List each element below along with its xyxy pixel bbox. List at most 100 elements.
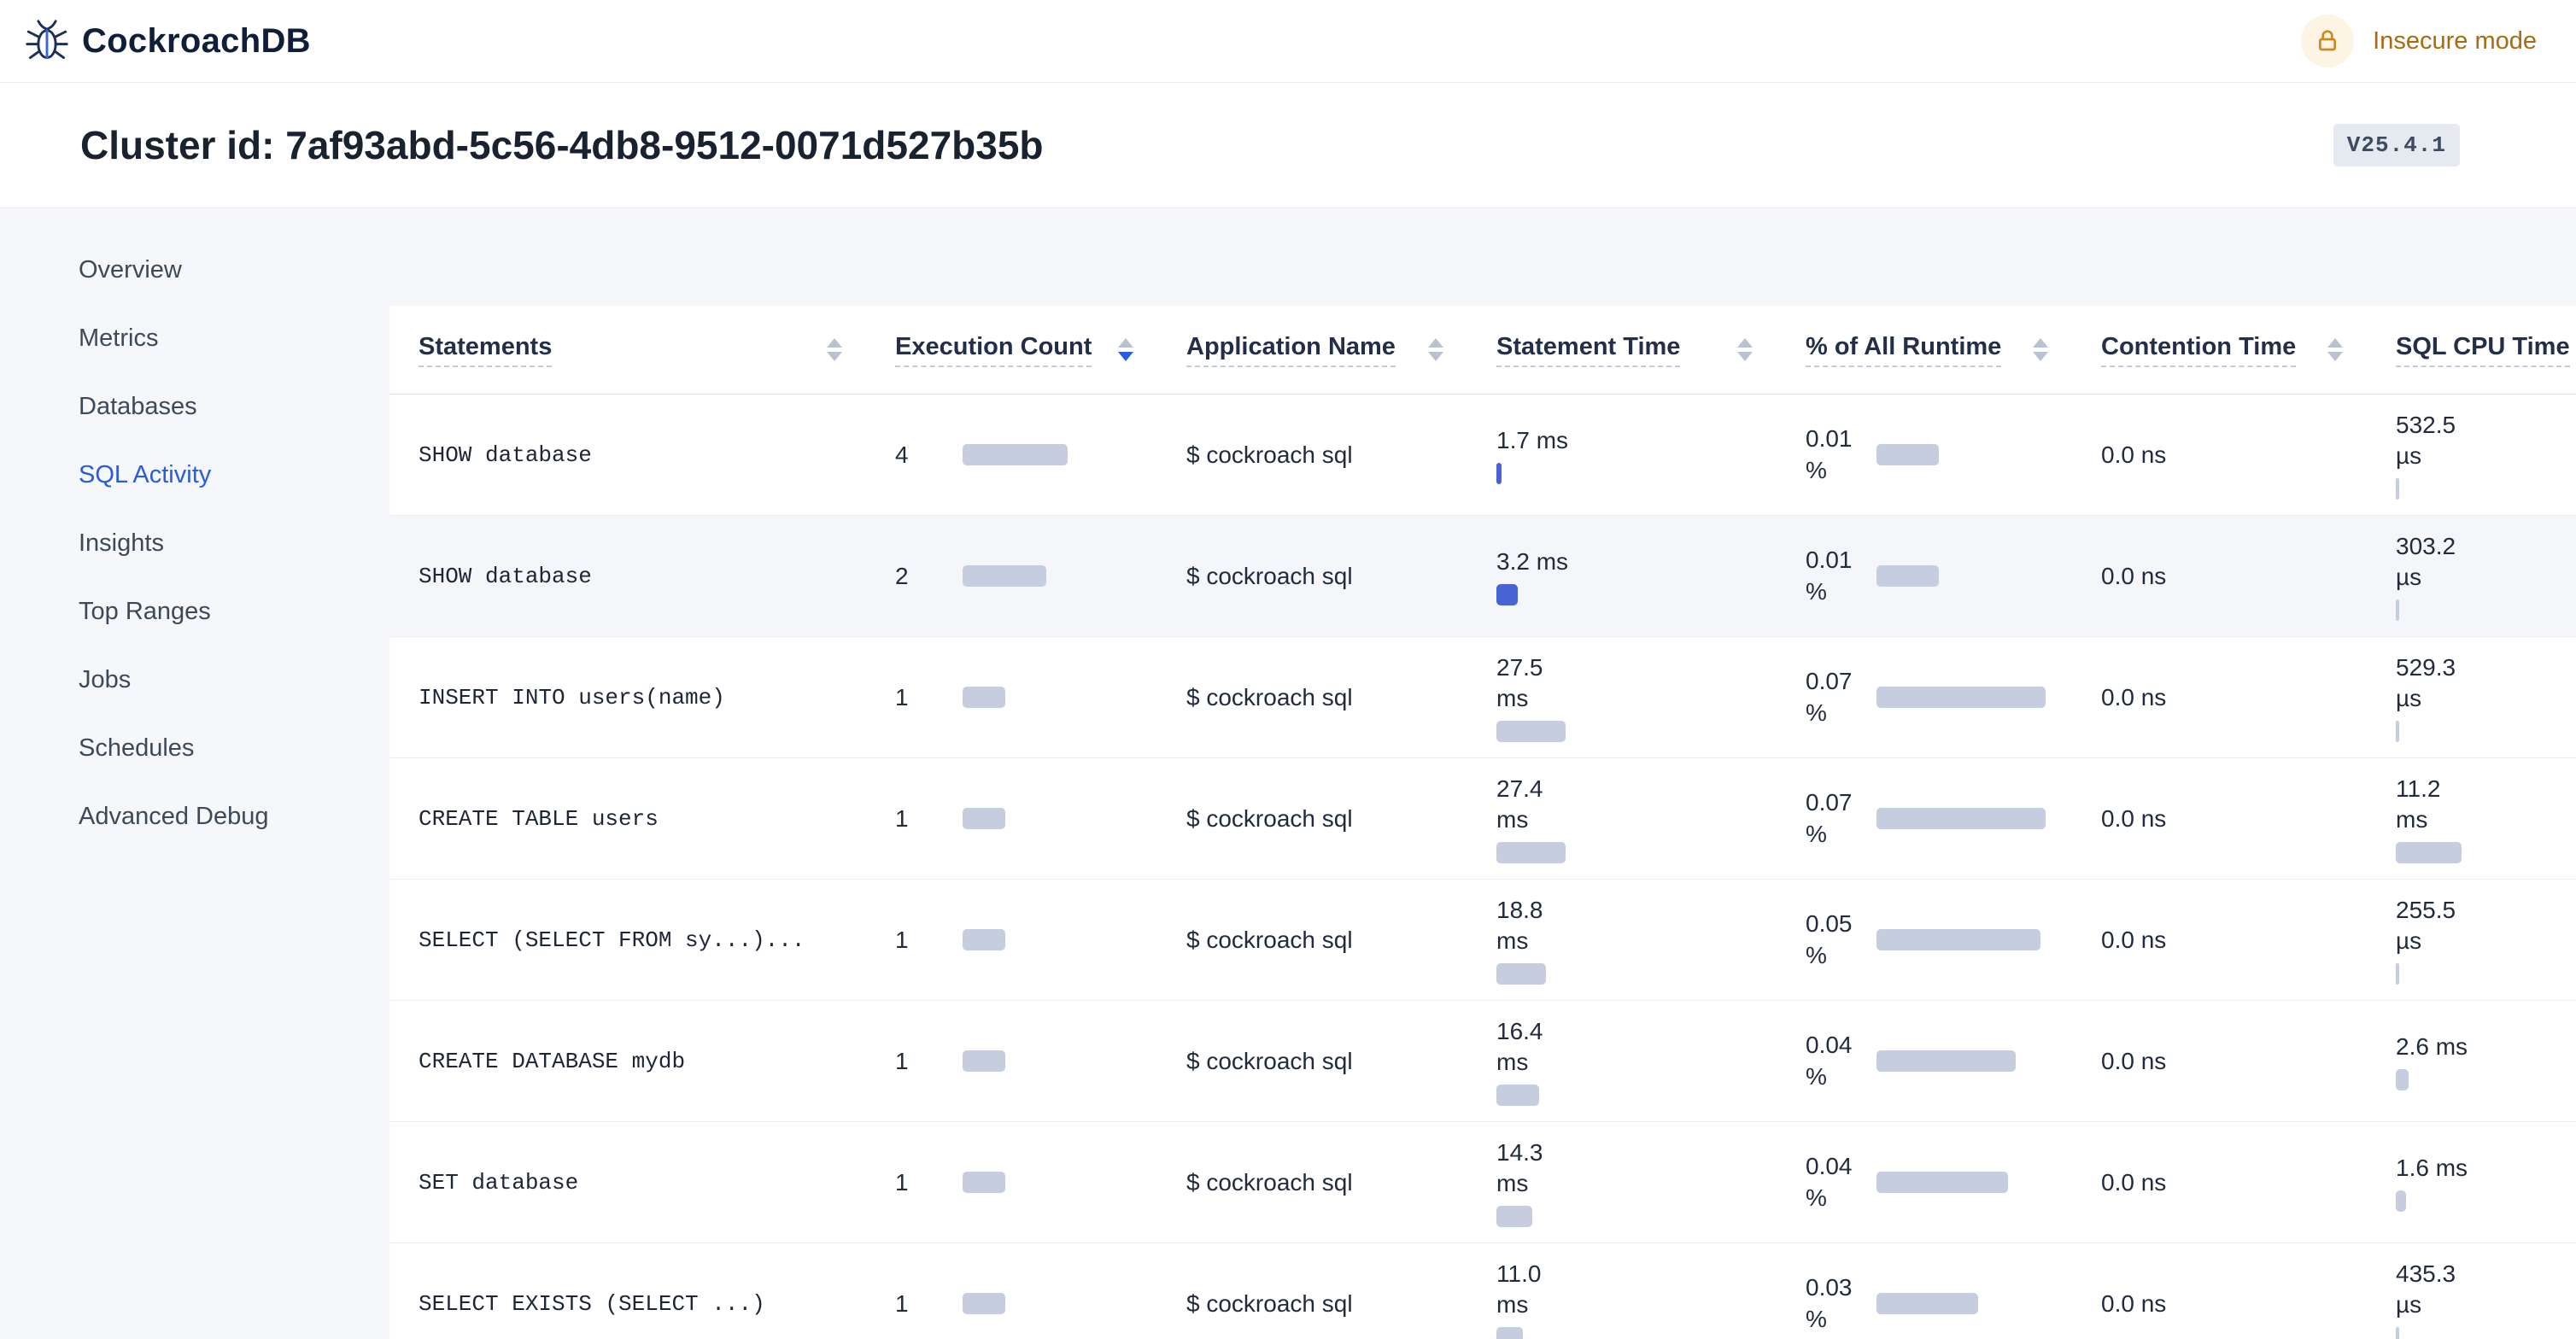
sql-cpu-bar — [2396, 1069, 2409, 1091]
sql-cpu-value: 11.2 ms — [2396, 775, 2441, 833]
table-row[interactable]: SELECT (SELECT FROM sy...)... 1 $ cockro… — [389, 880, 2576, 1001]
sql-cpu-bar — [2396, 1327, 2399, 1339]
runtime-pct-bar — [1876, 687, 2046, 708]
contention-time-value: 0.0 ns — [2101, 804, 2167, 832]
sidebar-item-schedules[interactable]: Schedules — [0, 714, 373, 782]
sort-desc-arrow — [2327, 352, 2343, 361]
column-header-label[interactable]: Contention Time — [2101, 333, 2297, 367]
table-row[interactable]: SELECT EXISTS (SELECT ...) 1 $ cockroach… — [389, 1243, 2576, 1339]
statement-cell: SHOW database — [389, 442, 866, 468]
statement-time-bar — [1496, 584, 1518, 606]
sort-desc-arrow — [2033, 352, 2048, 361]
column-header-statement-time[interactable]: Statement Time — [1467, 333, 1777, 367]
execution-count-value: 1 — [895, 1168, 909, 1196]
table-row[interactable]: SHOW database 4 $ cockroach sql 1.7 ms 0… — [389, 395, 2576, 516]
sidebar-item-top-ranges[interactable]: Top Ranges — [0, 577, 373, 646]
statement-text: SELECT EXISTS (SELECT ...) — [419, 1290, 765, 1317]
sql-cpu-value: 532.5 µs — [2396, 411, 2456, 469]
execution-count-cell: 1 — [866, 1290, 1157, 1318]
sort-desc-arrow — [827, 352, 842, 361]
runtime-pct-cell: 0.01 % — [1777, 424, 2072, 486]
sidebar-item-databases[interactable]: Databases — [0, 372, 373, 441]
column-header-statements[interactable]: Statements — [389, 333, 866, 367]
sql-cpu-bar — [2396, 1190, 2406, 1213]
sql-cpu-cell: 1.6 ms — [2367, 1153, 2576, 1213]
sort-icon[interactable] — [1118, 338, 1133, 361]
column-header-label[interactable]: Application Name — [1186, 333, 1396, 367]
column-header-sql-cpu-time[interactable]: SQL CPU Time — [2367, 333, 2576, 367]
runtime-pct-value: 0.07 % — [1806, 668, 1853, 726]
column-header-label[interactable]: Statement Time — [1496, 333, 1681, 367]
table-row[interactable]: CREATE DATABASE mydb 1 $ cockroach sql 1… — [389, 1001, 2576, 1122]
sql-cpu-cell: 2.6 ms — [2367, 1032, 2576, 1091]
contention-time-value: 0.0 ns — [2101, 926, 2167, 953]
runtime-pct-value: 0.03 % — [1806, 1274, 1853, 1332]
statement-text: SHOW database — [419, 441, 592, 468]
table-row[interactable]: SET database 1 $ cockroach sql 14.3 ms 0… — [389, 1122, 2576, 1243]
statement-cell: SET database — [389, 1170, 866, 1196]
column-header-contention-time[interactable]: Contention Time — [2072, 333, 2367, 367]
sort-asc-arrow — [2033, 338, 2048, 348]
runtime-pct-bar — [1876, 808, 2046, 829]
column-header-label[interactable]: % of All Runtime — [1806, 333, 2002, 367]
execution-count-cell: 4 — [866, 441, 1157, 469]
runtime-pct-value: 0.05 % — [1806, 910, 1853, 968]
column-header-label[interactable]: Statements — [419, 333, 553, 367]
runtime-pct-bar — [1876, 1293, 1978, 1314]
insecure-mode-indicator[interactable]: Insecure mode — [2301, 15, 2537, 67]
runtime-pct-value: 0.04 % — [1806, 1153, 1853, 1211]
sql-cpu-cell: 255.5 µs — [2367, 895, 2576, 985]
sql-cpu-value: 435.3 µs — [2396, 1260, 2456, 1318]
top-bar: CockroachDB Insecure mode — [0, 0, 2576, 83]
column-header-label[interactable]: Execution Count — [895, 333, 1092, 367]
statement-text: INSERT INTO users(name) — [419, 684, 725, 710]
cockroachdb-brand[interactable]: CockroachDB — [22, 16, 311, 66]
execution-count-cell: 1 — [866, 805, 1157, 833]
statement-text: CREATE DATABASE mydb — [419, 1048, 686, 1074]
sidebar-item-jobs[interactable]: Jobs — [0, 646, 373, 714]
column-header-of-all-runtime[interactable]: % of All Runtime — [1777, 333, 2072, 367]
table-row[interactable]: CREATE TABLE users 1 $ cockroach sql 27.… — [389, 758, 2576, 880]
table-row[interactable]: INSERT INTO users(name) 1 $ cockroach sq… — [389, 637, 2576, 758]
cockroachdb-logo-icon — [26, 20, 68, 60]
sql-cpu-value: 255.5 µs — [2396, 896, 2456, 954]
statements-table: Statements Execution Count Application N… — [389, 306, 2576, 1339]
sort-desc-arrow — [1428, 352, 1443, 361]
sql-cpu-bar — [2396, 842, 2462, 864]
contention-time-value: 0.0 ns — [2101, 562, 2167, 589]
sidebar-item-insights[interactable]: Insights — [0, 509, 373, 577]
runtime-pct-value: 0.01 % — [1806, 547, 1853, 605]
execution-count-cell: 2 — [866, 563, 1157, 590]
runtime-pct-value: 0.04 % — [1806, 1032, 1853, 1090]
sidebar-item-label: Top Ranges — [79, 597, 211, 625]
sort-icon[interactable] — [1428, 338, 1443, 361]
execution-count-value: 4 — [895, 441, 909, 468]
sidebar-item-label: Metrics — [79, 324, 159, 352]
sidebar-item-sql-activity[interactable]: SQL Activity — [0, 441, 373, 509]
application-name-cell: $ cockroach sql — [1157, 927, 1467, 954]
sidebar-item-metrics[interactable]: Metrics — [0, 304, 373, 372]
runtime-pct-cell: 0.07 % — [1777, 787, 2072, 850]
sort-asc-arrow — [827, 338, 842, 348]
sort-asc-arrow — [2327, 338, 2343, 348]
contention-time-value: 0.0 ns — [2101, 441, 2167, 468]
table-row[interactable]: SHOW database 2 $ cockroach sql 3.2 ms 0… — [389, 516, 2576, 637]
sidebar-item-overview[interactable]: Overview — [0, 236, 373, 304]
sidebar-item-advanced-debug[interactable]: Advanced Debug — [0, 782, 373, 851]
sort-icon[interactable] — [2327, 338, 2343, 361]
sort-icon[interactable] — [2033, 338, 2048, 361]
statement-time-value: 14.3 ms — [1496, 1138, 1543, 1196]
execution-count-bar — [963, 1293, 1005, 1314]
column-header-application-name[interactable]: Application Name — [1157, 333, 1467, 367]
statement-time-bar — [1496, 963, 1546, 985]
runtime-pct-value: 0.01 % — [1806, 425, 1853, 483]
execution-count-bar — [963, 565, 1046, 587]
sort-icon[interactable] — [827, 338, 842, 361]
statement-time-value: 3.2 ms — [1496, 547, 1569, 575]
runtime-pct-cell: 0.04 % — [1777, 1151, 2072, 1213]
runtime-pct-bar — [1876, 929, 2040, 950]
column-header-label[interactable]: SQL CPU Time — [2396, 333, 2570, 367]
execution-count-value: 1 — [895, 804, 909, 832]
column-header-execution-count[interactable]: Execution Count — [866, 333, 1157, 367]
sort-icon[interactable] — [1737, 338, 1753, 361]
